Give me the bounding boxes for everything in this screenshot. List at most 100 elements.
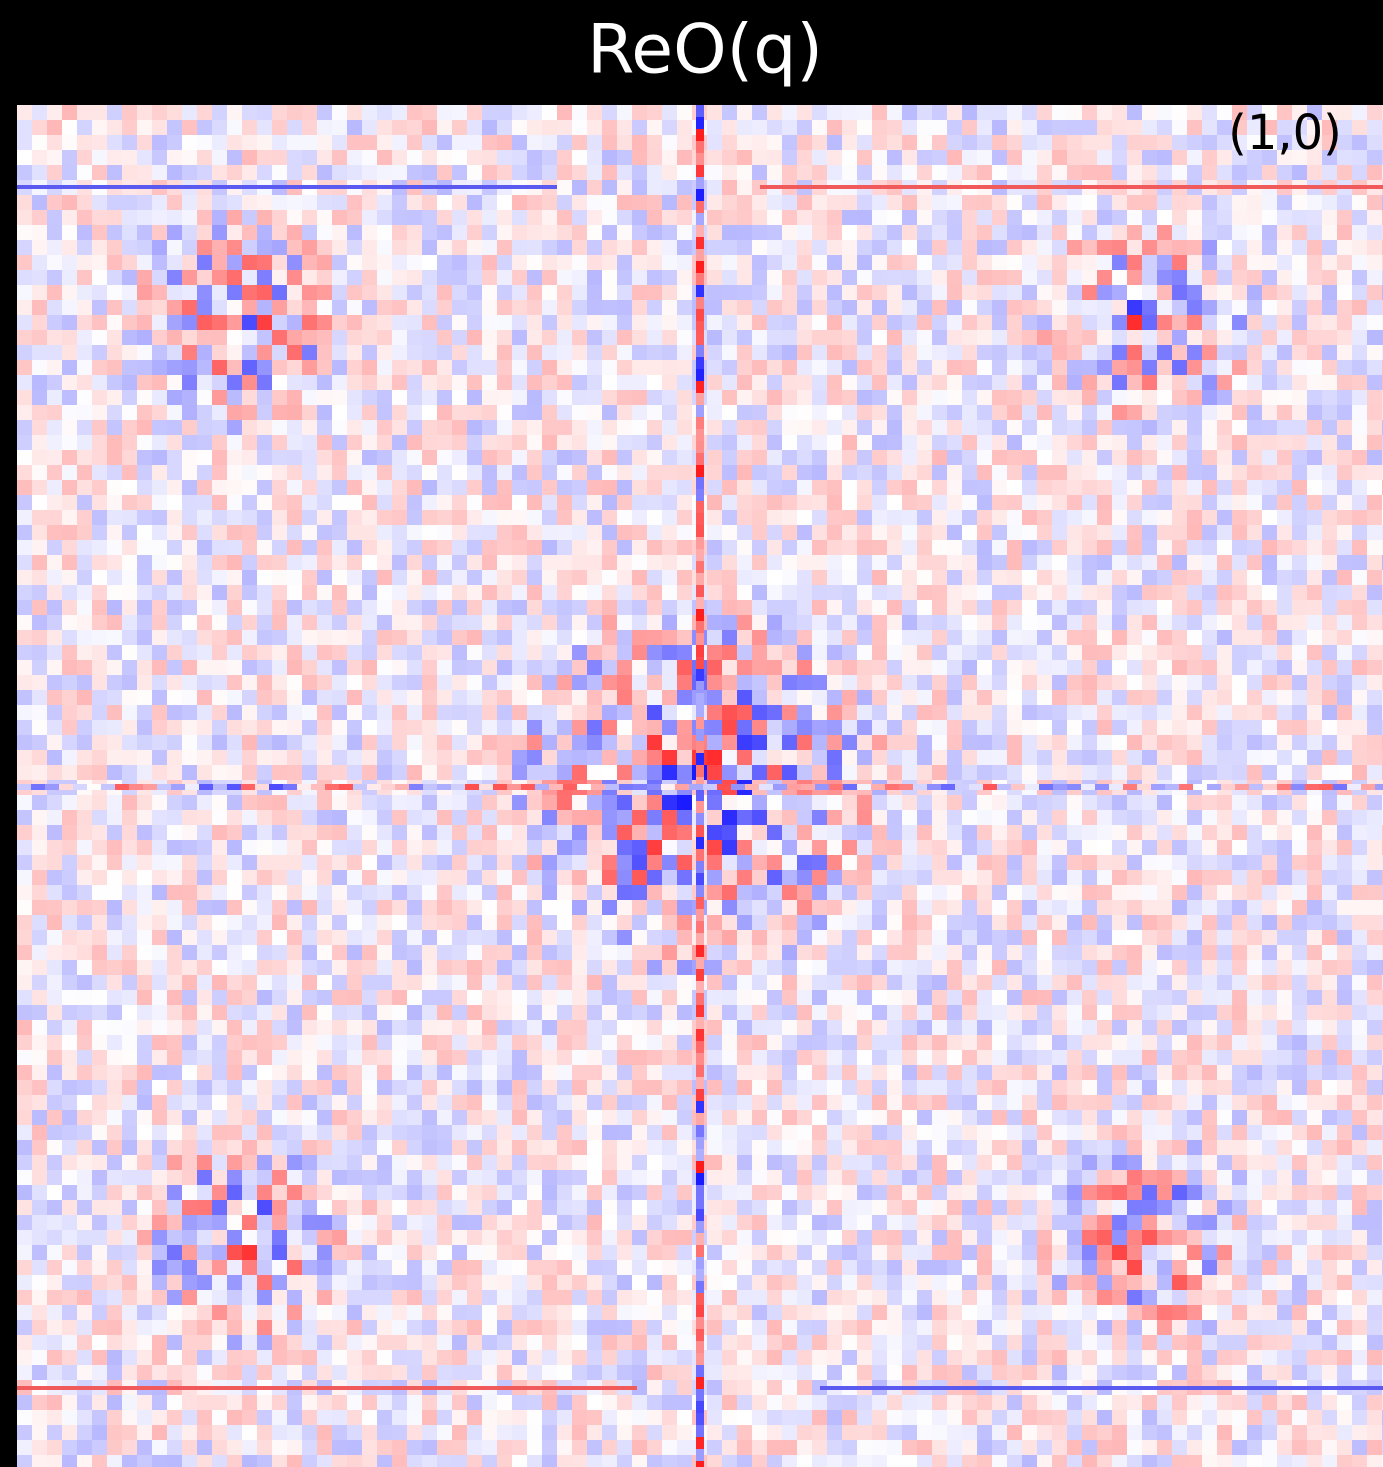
map-pixel [377,300,392,315]
map-pixel [782,195,797,210]
map-pixel [302,810,317,825]
map-pixel [557,660,572,675]
map-pixel [1187,105,1202,120]
map-pixel [677,360,692,375]
map-pixel [1127,450,1142,465]
map-pixel [77,915,92,930]
map-pixel [1052,135,1067,150]
map-pixel [1187,660,1202,675]
map-pixel [377,630,392,645]
map-pixel [1187,345,1202,360]
map-pixel [152,135,167,150]
map-pixel [1022,840,1037,855]
map-pixel [1157,225,1172,240]
map-pixel [542,300,557,315]
map-pixel [362,150,377,165]
map-pixel [557,720,572,735]
map-pixel [1322,615,1337,630]
map-pixel [182,915,197,930]
map-pixel [1052,855,1067,870]
map-pixel [137,855,152,870]
map-pixel [797,885,812,900]
map-pixel [872,660,887,675]
map-pixel [422,225,437,240]
map-pixel [947,810,962,825]
map-pixel [962,750,977,765]
map-pixel [662,705,677,720]
map-pixel [1187,525,1202,540]
map-pixel [1052,240,1067,255]
map-pixel [1142,855,1157,870]
map-pixel [1322,195,1337,210]
map-pixel [1337,660,1352,675]
map-pixel [467,360,482,375]
map-pixel [1007,690,1022,705]
map-pixel [377,270,392,285]
map-pixel [557,375,572,390]
map-pixel [902,225,917,240]
map-pixel [587,240,602,255]
map-pixel [977,540,992,555]
map-pixel [1187,690,1202,705]
map-pixel [1097,375,1112,390]
map-pixel [1007,420,1022,435]
map-pixel [122,855,137,870]
map-pixel [992,450,1007,465]
map-pixel [362,390,377,405]
map-pixel [512,450,527,465]
map-pixel [782,810,797,825]
map-pixel [1187,735,1202,750]
map-pixel [182,885,197,900]
map-pixel [152,870,167,885]
map-pixel [677,195,692,210]
map-pixel [1052,465,1067,480]
map-pixel [197,585,212,600]
map-pixel [407,360,422,375]
map-pixel [767,840,782,855]
map-pixel [812,465,827,480]
map-pixel [842,495,857,510]
map-pixel [542,810,557,825]
map-pixel [377,600,392,615]
map-pixel [962,360,977,375]
map-pixel [227,135,242,150]
map-pixel [152,915,167,930]
map-pixel [947,120,962,135]
map-pixel [1172,525,1187,540]
map-pixel [332,135,347,150]
map-pixel [392,315,407,330]
map-pixel [947,840,962,855]
map-pixel [212,525,227,540]
map-pixel [737,135,752,150]
map-pixel [647,495,662,510]
map-pixel [827,195,842,210]
map-pixel [242,600,257,615]
map-pixel [1142,510,1157,525]
map-pixel [1352,405,1367,420]
map-pixel [1262,795,1277,810]
map-pixel [977,195,992,210]
map-pixel [1247,720,1262,735]
map-pixel [422,435,437,450]
map-pixel [1247,375,1262,390]
map-pixel [947,300,962,315]
map-pixel [1367,255,1382,270]
map-pixel [602,555,617,570]
map-pixel [602,510,617,525]
map-pixel [197,255,212,270]
map-pixel [272,420,287,435]
map-pixel [122,315,137,330]
map-pixel [1157,570,1172,585]
map-pixel [752,105,767,120]
map-pixel [197,525,212,540]
map-pixel [1307,360,1322,375]
map-pixel [122,615,137,630]
map-pixel [1157,750,1172,765]
map-pixel [77,165,92,180]
map-pixel [107,240,122,255]
map-pixel [182,210,197,225]
map-pixel [1337,405,1352,420]
map-pixel [587,105,602,120]
map-pixel [1307,375,1322,390]
map-pixel [1037,345,1052,360]
